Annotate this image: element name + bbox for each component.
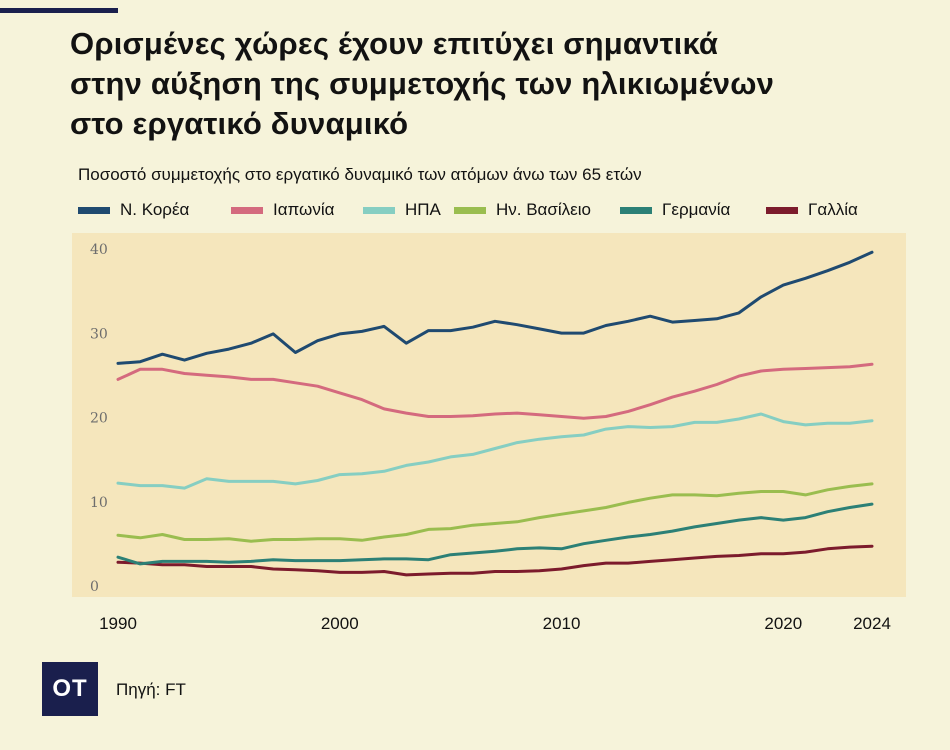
legend-label: Ιαπωνία — [273, 200, 335, 219]
y-tick-label: 40 — [90, 242, 108, 258]
legend-item-germany: Γερμανία — [620, 200, 730, 220]
top-accent-rule — [0, 8, 118, 13]
legend-item-uk: Ην. Βασίλειο — [454, 200, 591, 220]
x-axis-ticks: 1990 2000 2010 2020 2024 — [99, 614, 891, 633]
x-tick-label: 2020 — [764, 614, 802, 633]
legend-swatch — [363, 206, 395, 214]
chart-title-line: στο εργατικό δυναμικό — [70, 106, 409, 141]
series-line-Ιαπωνία — [116, 362, 874, 420]
x-tick-label: 2000 — [321, 614, 359, 633]
series-line-Γερμανία — [116, 502, 874, 566]
y-axis-ticks: 0 10 20 30 40 — [90, 242, 108, 595]
legend-label: Ν. Κορέα — [120, 200, 190, 219]
legend: Ν. Κορέα Ιαπωνία ΗΠΑ Ην. Βασίλειο Γερμαν… — [78, 200, 938, 224]
chart-subtitle: Ποσοστό συμμετοχής στο εργατικό δυναμικό… — [78, 165, 642, 184]
legend-label: Γαλλία — [808, 200, 858, 219]
legend-label: Γερμανία — [662, 200, 731, 219]
series-line-Ην. Βασίλειο — [116, 482, 874, 543]
legend-item-japan: Ιαπωνία — [231, 200, 334, 220]
series-line-ΗΠΑ — [116, 412, 874, 490]
y-tick-label: 20 — [90, 411, 108, 427]
legend-swatch — [454, 206, 486, 214]
chart-title-line: Ορισμένες χώρες έχουν επιτύχει σημαντικά — [70, 26, 719, 61]
legend-label: ΗΠΑ — [405, 200, 441, 219]
chart-title-line: στην αύξηση της συμμετοχής των ηλικιωμέν… — [70, 66, 775, 101]
legend-swatch — [231, 206, 263, 214]
y-tick-label: 0 — [90, 579, 99, 595]
x-tick-label: 2010 — [543, 614, 581, 633]
series-line-Γαλλία — [116, 544, 874, 577]
legend-item-france: Γαλλία — [766, 200, 858, 220]
legend-swatch — [766, 206, 798, 214]
y-tick-label: 30 — [90, 326, 108, 342]
legend-swatch — [78, 206, 110, 214]
series-lines — [116, 250, 874, 577]
legend-swatch — [620, 206, 652, 214]
legend-item-usa: ΗΠΑ — [363, 200, 441, 220]
brand-logo: OT — [42, 662, 98, 716]
x-tick-label: 1990 — [99, 614, 137, 633]
chart-title: Ορισμένες χώρες έχουν επιτύχει σημαντικά… — [70, 24, 870, 144]
series-line-Ν. Κορέα — [116, 250, 874, 365]
y-tick-label: 10 — [90, 495, 108, 511]
x-tick-label: 2024 — [853, 614, 891, 633]
legend-item-korea: Ν. Κορέα — [78, 200, 189, 220]
legend-label: Ην. Βασίλειο — [496, 200, 591, 219]
source-note: Πηγή: FT — [116, 680, 186, 699]
